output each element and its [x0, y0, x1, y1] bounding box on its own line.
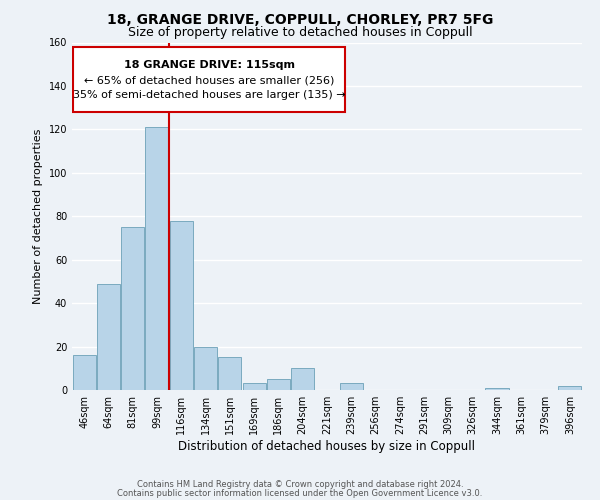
Text: 18, GRANGE DRIVE, COPPULL, CHORLEY, PR7 5FG: 18, GRANGE DRIVE, COPPULL, CHORLEY, PR7 …	[107, 12, 493, 26]
Bar	[97, 284, 120, 390]
Bar	[170, 220, 193, 390]
Text: Contains public sector information licensed under the Open Government Licence v3: Contains public sector information licen…	[118, 488, 482, 498]
Text: ← 65% of detached houses are smaller (256): ← 65% of detached houses are smaller (25…	[84, 75, 334, 85]
Text: Contains HM Land Registry data © Crown copyright and database right 2024.: Contains HM Land Registry data © Crown c…	[137, 480, 463, 489]
Bar	[485, 388, 509, 390]
Text: Size of property relative to detached houses in Coppull: Size of property relative to detached ho…	[128, 26, 472, 39]
Bar	[218, 358, 241, 390]
Text: 18 GRANGE DRIVE: 115sqm: 18 GRANGE DRIVE: 115sqm	[124, 60, 295, 70]
Bar	[267, 379, 290, 390]
Bar	[242, 384, 266, 390]
Bar	[340, 384, 363, 390]
X-axis label: Distribution of detached houses by size in Coppull: Distribution of detached houses by size …	[179, 440, 476, 453]
Bar	[291, 368, 314, 390]
Bar	[121, 227, 144, 390]
Text: 35% of semi-detached houses are larger (135) →: 35% of semi-detached houses are larger (…	[73, 90, 346, 101]
Bar	[194, 346, 217, 390]
Y-axis label: Number of detached properties: Number of detached properties	[33, 128, 43, 304]
Bar	[73, 355, 95, 390]
Bar	[145, 127, 169, 390]
Bar	[559, 386, 581, 390]
FancyBboxPatch shape	[73, 47, 345, 112]
